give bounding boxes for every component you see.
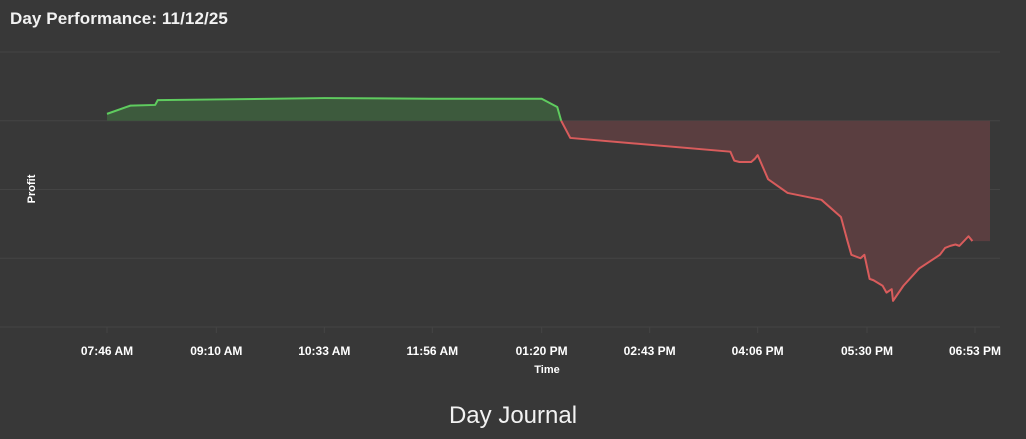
x-axis-title: Time (534, 364, 559, 376)
profit-areas (107, 98, 990, 301)
profit-line-negative (560, 120, 974, 302)
x-tick-label: 02:43 PM (624, 344, 676, 358)
profit-lines (106, 97, 974, 302)
performance-chart: 07:46 AM 09:10 AM 10:33 AM 11:56 AM 01:20 PM… (0, 51, 1001, 376)
x-tick-label: 04:06 PM (732, 344, 784, 358)
x-tick-label: 01:20 PM (516, 344, 568, 358)
x-tick-label: 10:33 AM (298, 344, 350, 358)
profit-area-negative (561, 120, 990, 301)
x-tick-label: 06:53 PM (949, 344, 1001, 358)
day-journal-heading: Day Journal (448, 402, 578, 429)
x-axis-ticks: 07:46 AM 09:10 AM 10:33 AM 11:56 AM 01:20 PM… (81, 327, 1001, 358)
x-tick-label: 11:56 AM (407, 344, 459, 358)
x-tick-label: 07:46 AM (81, 344, 133, 358)
y-axis-title: Profit (26, 174, 38, 203)
chart-title: Day Performance: 11/12/25 (10, 9, 228, 28)
profit-line-positive (106, 97, 563, 122)
x-tick-label: 09:10 AM (190, 344, 242, 358)
x-tick-label: 05:30 PM (841, 344, 893, 358)
profit-area-positive (107, 98, 562, 121)
